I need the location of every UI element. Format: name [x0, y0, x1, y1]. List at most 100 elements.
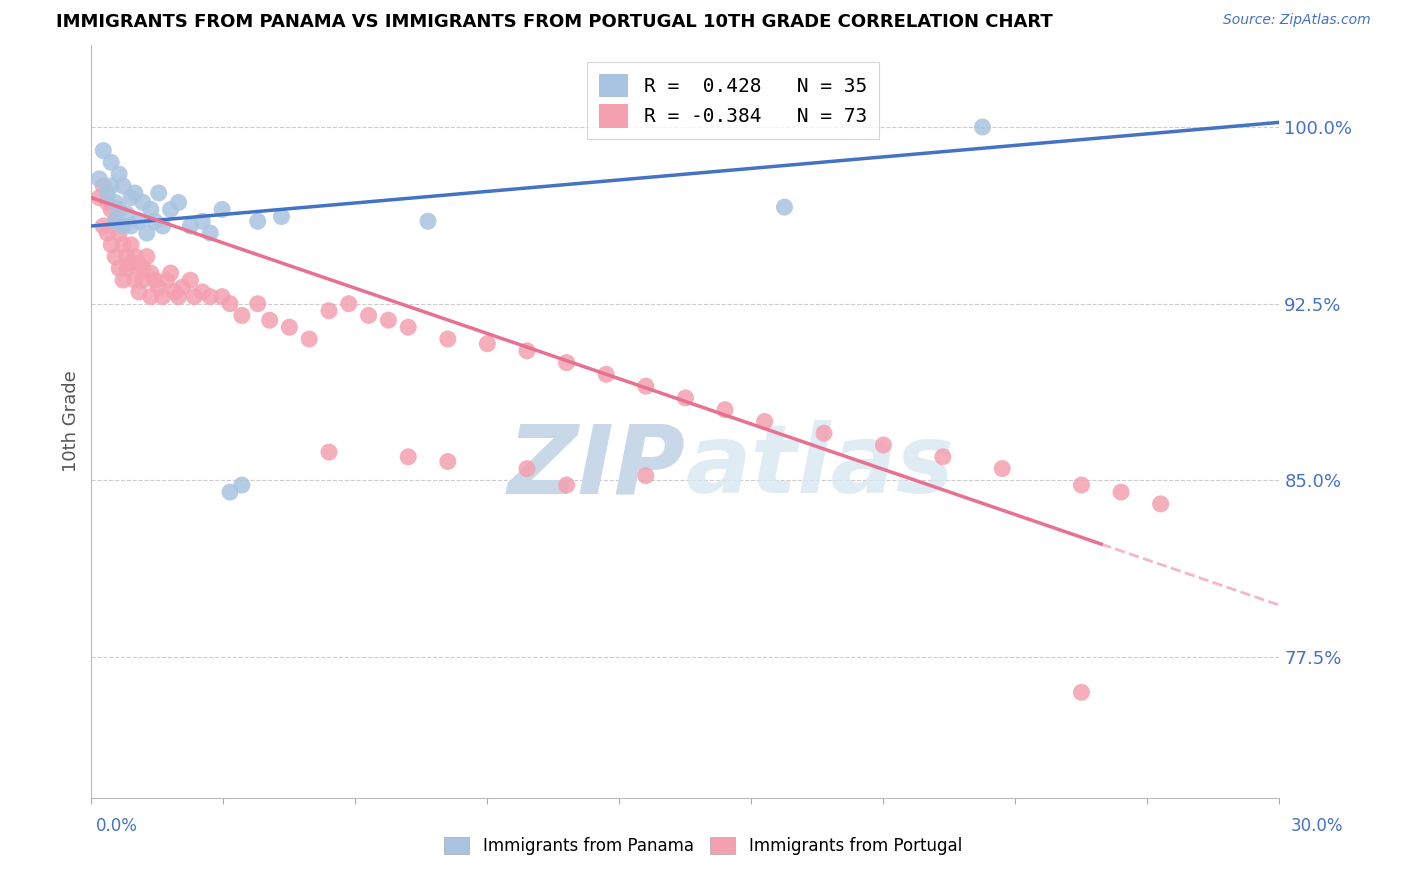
- Point: [100, 202, 122, 217]
- Point: [634, 468, 657, 483]
- Point: [120, 219, 142, 233]
- Point: [246, 296, 269, 310]
- Point: [148, 186, 170, 200]
- Point: [278, 320, 301, 334]
- Point: [231, 309, 253, 323]
- Text: 0.0%: 0.0%: [96, 817, 138, 835]
- Point: [436, 332, 458, 346]
- Legend: Immigrants from Panama, Immigrants from Portugal: Immigrants from Panama, Immigrants from …: [437, 830, 969, 862]
- Point: [219, 296, 242, 310]
- Point: [115, 261, 138, 276]
- Point: [96, 195, 118, 210]
- Y-axis label: 10th Grade: 10th Grade: [62, 370, 80, 473]
- Point: [135, 250, 157, 264]
- Point: [337, 296, 360, 310]
- Point: [104, 250, 127, 264]
- Point: [396, 450, 419, 464]
- Point: [159, 202, 181, 217]
- Point: [972, 120, 994, 134]
- Text: Source: ZipAtlas.com: Source: ZipAtlas.com: [1223, 13, 1371, 28]
- Point: [124, 273, 146, 287]
- Point: [120, 191, 142, 205]
- Point: [115, 250, 138, 264]
- Point: [89, 191, 111, 205]
- Point: [96, 186, 118, 200]
- Point: [231, 478, 253, 492]
- Point: [183, 290, 205, 304]
- Point: [124, 250, 146, 264]
- Point: [396, 320, 419, 334]
- Point: [104, 214, 127, 228]
- Point: [115, 207, 138, 221]
- Point: [318, 303, 340, 318]
- Point: [773, 200, 796, 214]
- Point: [191, 285, 214, 299]
- Point: [377, 313, 399, 327]
- Point: [91, 144, 114, 158]
- Text: ZIP: ZIP: [508, 420, 685, 513]
- Point: [135, 226, 157, 240]
- Point: [139, 266, 162, 280]
- Point: [132, 261, 155, 276]
- Point: [108, 261, 131, 276]
- Point: [179, 219, 201, 233]
- Point: [200, 226, 222, 240]
- Point: [167, 195, 190, 210]
- Point: [91, 219, 114, 233]
- Point: [673, 391, 696, 405]
- Point: [516, 343, 538, 358]
- Point: [89, 172, 111, 186]
- Point: [104, 214, 127, 228]
- Point: [1070, 478, 1092, 492]
- Point: [555, 478, 578, 492]
- Legend: R =  0.428   N = 35, R = -0.384   N = 73: R = 0.428 N = 35, R = -0.384 N = 73: [588, 62, 879, 139]
- Point: [108, 226, 131, 240]
- Point: [595, 368, 617, 382]
- Point: [211, 290, 233, 304]
- Point: [96, 226, 118, 240]
- Point: [108, 167, 131, 181]
- Point: [179, 273, 201, 287]
- Point: [163, 285, 186, 299]
- Point: [318, 445, 340, 459]
- Point: [152, 219, 174, 233]
- Point: [634, 379, 657, 393]
- Point: [219, 485, 242, 500]
- Point: [159, 266, 181, 280]
- Point: [357, 309, 380, 323]
- Point: [436, 454, 458, 468]
- Point: [416, 214, 439, 228]
- Text: IMMIGRANTS FROM PANAMA VS IMMIGRANTS FROM PORTUGAL 10TH GRADE CORRELATION CHART: IMMIGRANTS FROM PANAMA VS IMMIGRANTS FRO…: [56, 13, 1053, 31]
- Point: [156, 273, 179, 287]
- Point: [100, 178, 122, 193]
- Point: [112, 273, 135, 287]
- Point: [200, 290, 222, 304]
- Point: [128, 214, 150, 228]
- Point: [172, 280, 194, 294]
- Point: [148, 280, 170, 294]
- Point: [516, 461, 538, 475]
- Point: [139, 202, 162, 217]
- Point: [143, 273, 166, 287]
- Point: [259, 313, 281, 327]
- Text: 30.0%: 30.0%: [1291, 817, 1343, 835]
- Point: [128, 257, 150, 271]
- Point: [104, 195, 127, 210]
- Point: [298, 332, 321, 346]
- Point: [124, 186, 146, 200]
- Point: [128, 285, 150, 299]
- Point: [270, 210, 292, 224]
- Point: [167, 290, 190, 304]
- Point: [555, 355, 578, 369]
- Point: [100, 237, 122, 252]
- Point: [932, 450, 955, 464]
- Point: [112, 237, 135, 252]
- Point: [108, 202, 131, 217]
- Point: [813, 426, 835, 441]
- Point: [191, 214, 214, 228]
- Point: [100, 155, 122, 169]
- Point: [477, 336, 499, 351]
- Point: [120, 257, 142, 271]
- Point: [112, 219, 135, 233]
- Point: [211, 202, 233, 217]
